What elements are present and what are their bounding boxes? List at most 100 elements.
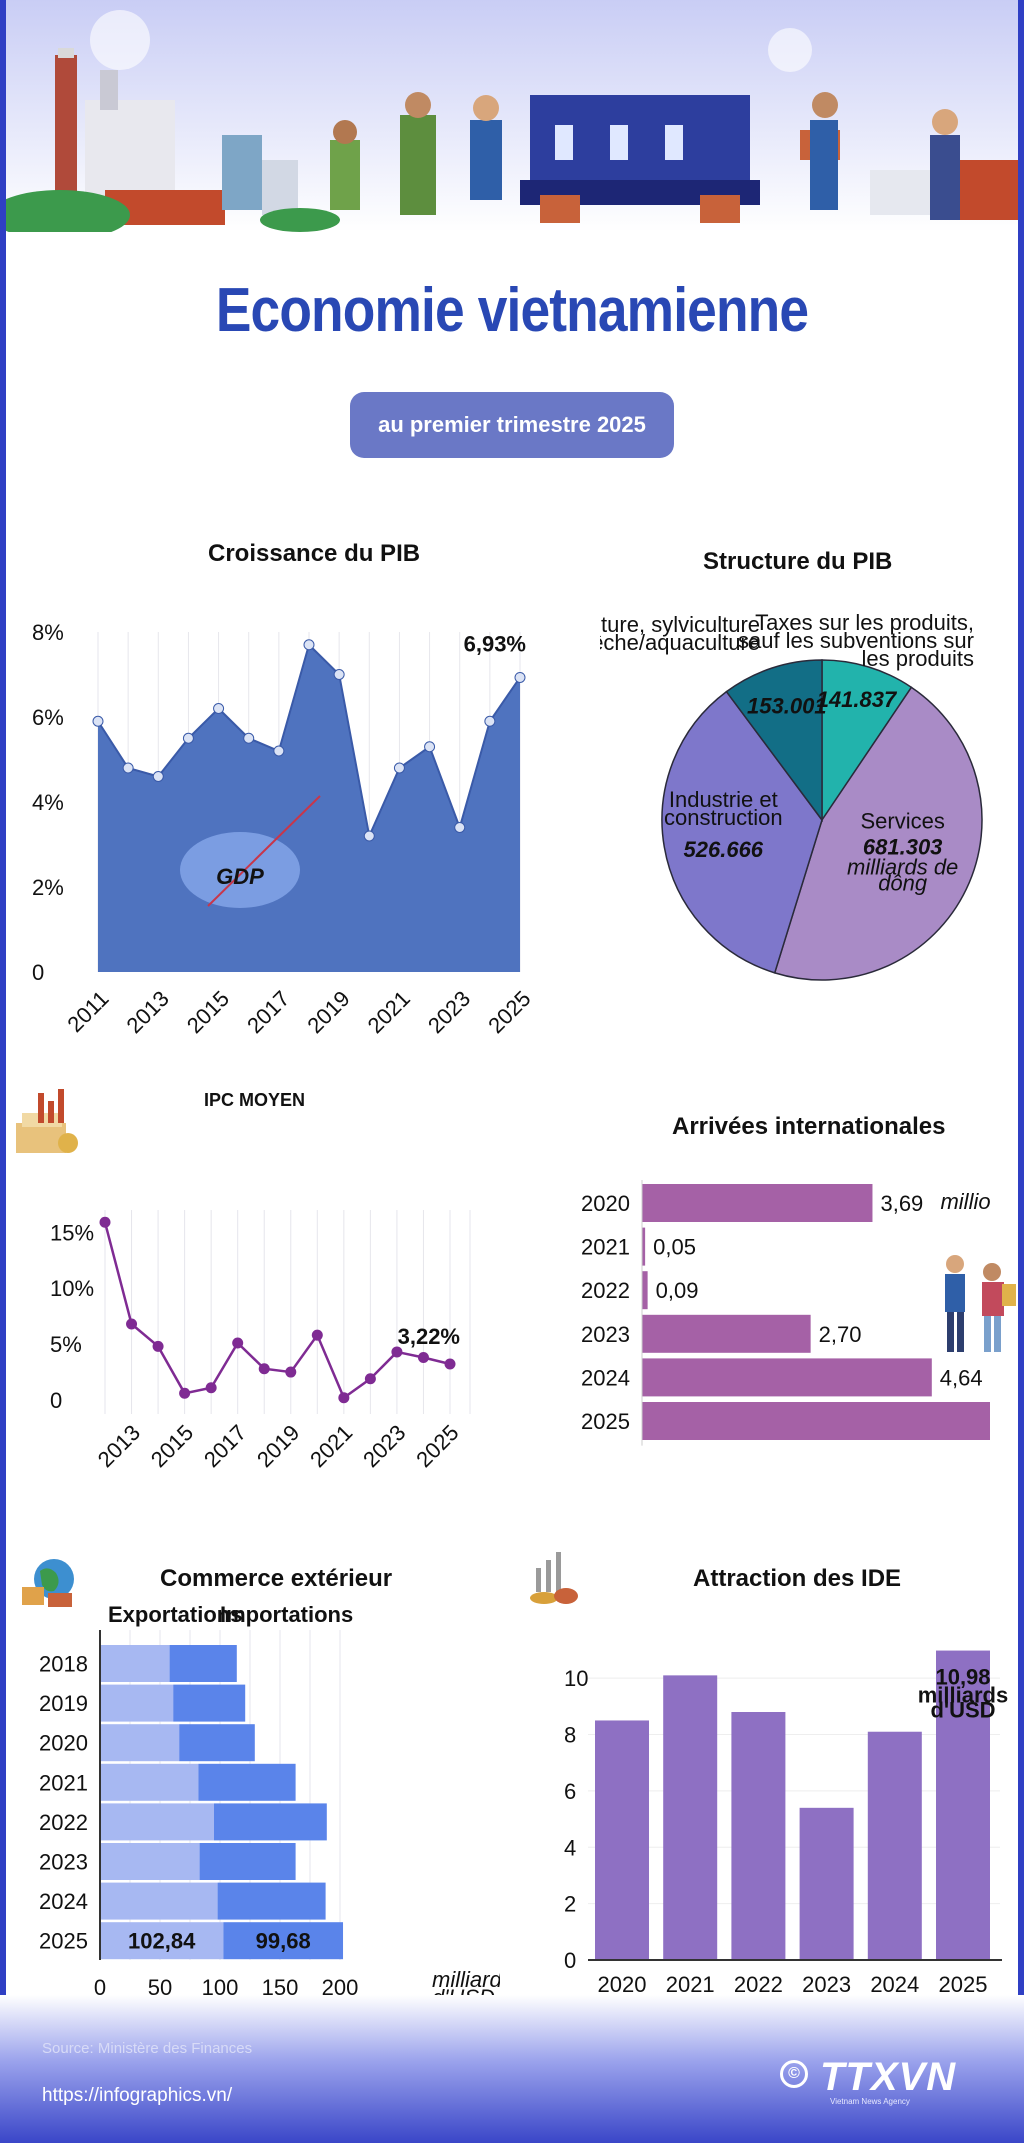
arrivals-value-2023: 2,70 [819, 1322, 862, 1347]
pie-caption-taxes-3: les produits [861, 646, 974, 671]
ipc-point-2025 [444, 1358, 456, 1370]
pib-area-chart: 0 2% 4% 6% 8% GDP 2011 2013 2015 2017 2019 2021 2023… [32, 620, 536, 1038]
commerce-export-bar-2019 [100, 1684, 174, 1722]
pie-slice-1 [661, 690, 823, 974]
url-link[interactable]: https://infographics.vn/ [42, 2085, 233, 2106]
ipc-xtick-2021: 2021 [305, 1420, 357, 1472]
pib-ytick-4: 8% [32, 620, 64, 645]
arrivals-label-2024: 2024 [581, 1365, 630, 1390]
pie-value-agri: 153.001 [747, 694, 827, 719]
ide-xtick-2024: 2024 [870, 1972, 919, 1997]
pie-caption-agri-1: Agriculture, sylviculture [600, 612, 760, 637]
ipc-line-chart: 0 5% 10% 15% 2013 2015 2017 2019 2021 2023 2025 3,2… [50, 1210, 471, 1472]
pib-area [98, 644, 520, 972]
ide-ytick-8: 8 [564, 1723, 576, 1748]
commerce-export-bar-2018 [100, 1645, 170, 1682]
commerce-label-2023: 2023 [39, 1850, 88, 1875]
commerce-export-bar-2022 [100, 1803, 214, 1841]
pib-ytick-3: 6% [32, 705, 64, 730]
ipc-point-2014 [152, 1340, 164, 1352]
pib-point-2014 [182, 732, 194, 744]
commerce-label-2024: 2024 [39, 1889, 88, 1914]
ipc-xtick-2013: 2013 [93, 1420, 145, 1472]
ipc-point-2016 [205, 1382, 217, 1394]
commerce-xtick-0: 0 [94, 1975, 106, 2000]
brand-logo: TTXVN [820, 2055, 957, 2099]
pib-xtick-2011: 2011 [62, 986, 113, 1037]
ide-ytick-4: 4 [564, 1835, 576, 1860]
pib-xtick-2015: 2015 [182, 986, 234, 1038]
ide-xtick-2025: 2025 [939, 1972, 988, 1997]
pib-point-2025 [514, 671, 526, 683]
pib-xtick-2017: 2017 [242, 986, 294, 1038]
pie-label-industry-2: construction [664, 805, 783, 830]
copyright-icon: © [780, 2060, 808, 2088]
pie-label-services: Services [860, 809, 944, 834]
ipc-point-2012 [99, 1216, 111, 1228]
arrivals-label-2023: 2023 [581, 1322, 630, 1347]
ide-bar-2024 [867, 1731, 922, 1960]
money-icon [16, 1089, 78, 1153]
pib-point-2024 [484, 715, 496, 727]
pie-value-industry: 526.666 [684, 837, 764, 862]
ide-bar-2022 [731, 1712, 786, 1960]
frame-left-border [0, 0, 6, 2143]
pie-caption-taxes-2: sauf les subventions sur [738, 628, 974, 653]
pib-point-2018 [303, 639, 315, 651]
ipc-point-2023 [391, 1346, 403, 1358]
ide-annotation-unit-1: milliards [918, 1683, 1008, 1708]
ide-bar-2020 [595, 1720, 649, 1960]
commerce-import-bar-2022 [214, 1803, 327, 1841]
header-illustration [0, 0, 1024, 232]
ipc-point-2018 [258, 1363, 270, 1375]
structure-title: Structure du PIB [703, 548, 893, 575]
ipc-point-2020 [311, 1329, 323, 1341]
ide-ytick-2: 2 [564, 1892, 576, 1917]
commerce-export-bar-2021 [100, 1763, 199, 1801]
pie-slice-3 [821, 659, 913, 823]
arrivals-value-2020: 3,69 [880, 1191, 923, 1216]
ide-bar-2021 [663, 1675, 718, 1960]
commerce-label-2025: 2025 [39, 1929, 88, 1954]
ipc-xtick-2023: 2023 [358, 1420, 410, 1472]
ide-bar-chart: 0 2 4 6 8 10 2020 2021 2022 2023 2024 2025 10,98mill… [564, 1650, 1008, 1997]
ide-ytick-10: 10 [564, 1666, 588, 1691]
commerce-import-value-2025: 99,68 [256, 1929, 311, 1954]
pie-label-industry-1: Industrie et [669, 787, 778, 812]
globe-trade-icon [22, 1559, 74, 1607]
ipc-point-2013 [126, 1318, 138, 1330]
arrivals-bar-2022 [642, 1271, 648, 1310]
gdp-badge-arrow [207, 795, 321, 907]
investment-icon [530, 1552, 578, 1604]
ipc-xtick-2025: 2025 [411, 1420, 463, 1472]
arrivals-label-2020: 2020 [581, 1191, 630, 1216]
arrivals-unit: millions [940, 1189, 990, 1214]
ipc-xtick-2017: 2017 [199, 1420, 251, 1472]
pib-point-2011 [92, 715, 104, 727]
pib-xtick-2019: 2019 [302, 986, 354, 1038]
commerce-legend-export: Exportations [108, 1602, 242, 1627]
ide-annotation-value: 10,98 [935, 1665, 990, 1690]
pie-unit-1: milliards de [847, 855, 958, 880]
pie-caption-taxes-1: Taxes sur les produits, [755, 610, 974, 635]
ide-xtick-2023: 2023 [802, 1972, 851, 1997]
ide-bar-2025 [936, 1650, 990, 1960]
ipc-point-2024 [417, 1352, 429, 1364]
commerce-export-bar-2025 [100, 1922, 224, 1960]
commerce-label-2019: 2019 [39, 1691, 88, 1716]
pib-point-2019 [333, 669, 345, 680]
commerce-import-bar-2019 [173, 1684, 246, 1722]
pib-ytick-2: 4% [32, 790, 64, 815]
arrivals-label-2022: 2022 [581, 1278, 630, 1303]
pib-ytick-0: 0 [32, 960, 44, 985]
pib-point-2017 [273, 745, 285, 757]
pib-xtick-2013: 2013 [122, 986, 174, 1038]
arrivals-bar-2023 [642, 1314, 811, 1353]
ipc-ytick-1: 5% [50, 1332, 82, 1357]
commerce-label-2020: 2020 [39, 1731, 88, 1756]
ide-annotation-unit-2: d'USD [930, 1698, 995, 1723]
arrivals-bar-2020 [642, 1184, 873, 1222]
ipc-point-2017 [232, 1337, 244, 1349]
